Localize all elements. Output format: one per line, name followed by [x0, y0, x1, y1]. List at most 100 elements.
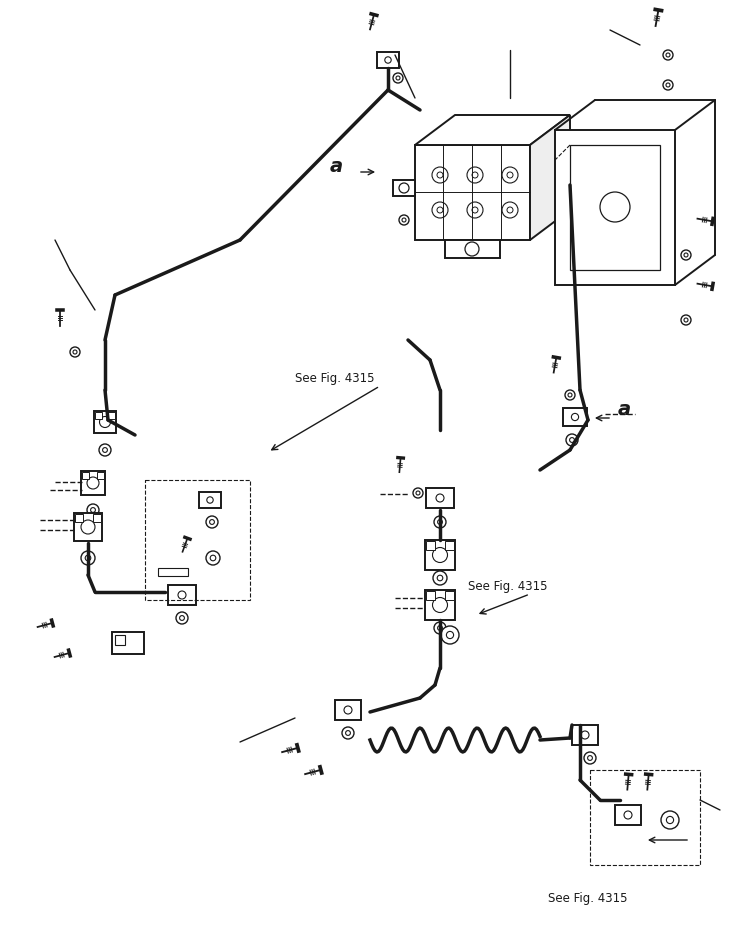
Text: See Fig. 4315: See Fig. 4315 [548, 892, 628, 905]
Circle shape [436, 494, 444, 502]
Circle shape [661, 811, 679, 829]
Circle shape [206, 516, 218, 528]
Circle shape [507, 207, 513, 213]
Circle shape [666, 817, 674, 823]
Circle shape [396, 76, 400, 80]
Bar [425, 590, 455, 620]
Bar [572, 725, 598, 745]
Bar [115, 635, 125, 645]
Circle shape [413, 488, 423, 498]
Circle shape [568, 393, 572, 397]
Circle shape [467, 167, 483, 183]
Circle shape [432, 547, 448, 562]
Bar [425, 540, 455, 570]
Circle shape [507, 172, 513, 178]
Circle shape [81, 551, 95, 565]
Circle shape [399, 183, 409, 193]
Polygon shape [415, 115, 570, 145]
Circle shape [342, 727, 354, 739]
Bar [74, 513, 102, 541]
Circle shape [402, 218, 406, 222]
Circle shape [472, 172, 478, 178]
Circle shape [81, 520, 95, 534]
Circle shape [344, 706, 352, 714]
Circle shape [502, 202, 518, 218]
Circle shape [433, 571, 447, 585]
Bar [109, 412, 115, 418]
Circle shape [663, 80, 673, 90]
Circle shape [432, 202, 448, 218]
Circle shape [565, 390, 575, 400]
Bar [94, 411, 116, 433]
Circle shape [666, 53, 670, 57]
Bar [555, 130, 675, 285]
Circle shape [103, 447, 107, 452]
Circle shape [472, 207, 478, 213]
Circle shape [73, 350, 77, 354]
Circle shape [434, 516, 446, 528]
Circle shape [684, 318, 688, 322]
Circle shape [467, 202, 483, 218]
Circle shape [385, 57, 391, 63]
Circle shape [393, 73, 403, 83]
Bar [445, 541, 454, 550]
Bar [168, 585, 196, 605]
Circle shape [210, 520, 214, 525]
Bar [426, 591, 435, 600]
Circle shape [437, 172, 443, 178]
Text: See Fig. 4315: See Fig. 4315 [295, 372, 374, 385]
Bar [570, 145, 660, 270]
Circle shape [180, 616, 184, 621]
Circle shape [346, 731, 350, 736]
Circle shape [176, 612, 188, 624]
Circle shape [399, 215, 409, 225]
Bar [563, 408, 587, 426]
Circle shape [178, 591, 186, 599]
Bar [415, 145, 530, 240]
Circle shape [570, 438, 575, 443]
Circle shape [441, 626, 459, 644]
Bar [112, 632, 144, 654]
Circle shape [432, 167, 448, 183]
Bar [393, 180, 415, 196]
Circle shape [566, 434, 578, 446]
Bar [615, 805, 641, 825]
Circle shape [446, 631, 454, 639]
Bar [92, 514, 101, 523]
Polygon shape [530, 115, 570, 240]
Circle shape [571, 414, 578, 420]
Text: a: a [618, 400, 631, 419]
Circle shape [432, 597, 448, 612]
Bar [426, 488, 454, 508]
Text: See Fig. 4315: See Fig. 4315 [468, 580, 548, 593]
Bar [377, 52, 399, 68]
Circle shape [666, 83, 670, 87]
Circle shape [502, 167, 518, 183]
Bar [445, 240, 500, 258]
Bar [82, 472, 90, 479]
Circle shape [100, 416, 111, 428]
Circle shape [90, 508, 95, 512]
Bar [445, 591, 454, 600]
Circle shape [588, 755, 592, 760]
Circle shape [70, 347, 80, 357]
Circle shape [416, 491, 420, 495]
Circle shape [437, 520, 443, 525]
Circle shape [581, 731, 589, 739]
Circle shape [584, 752, 596, 764]
Circle shape [663, 50, 673, 60]
Bar [158, 568, 188, 576]
Circle shape [681, 315, 691, 325]
Circle shape [99, 444, 111, 456]
Circle shape [465, 242, 479, 256]
Bar [97, 472, 104, 479]
Circle shape [434, 622, 446, 634]
Bar [590, 770, 700, 865]
Circle shape [681, 250, 691, 260]
Circle shape [85, 555, 91, 560]
Circle shape [437, 625, 443, 630]
Text: a: a [330, 157, 343, 176]
Circle shape [87, 504, 99, 516]
Circle shape [624, 811, 632, 819]
Circle shape [206, 551, 220, 565]
